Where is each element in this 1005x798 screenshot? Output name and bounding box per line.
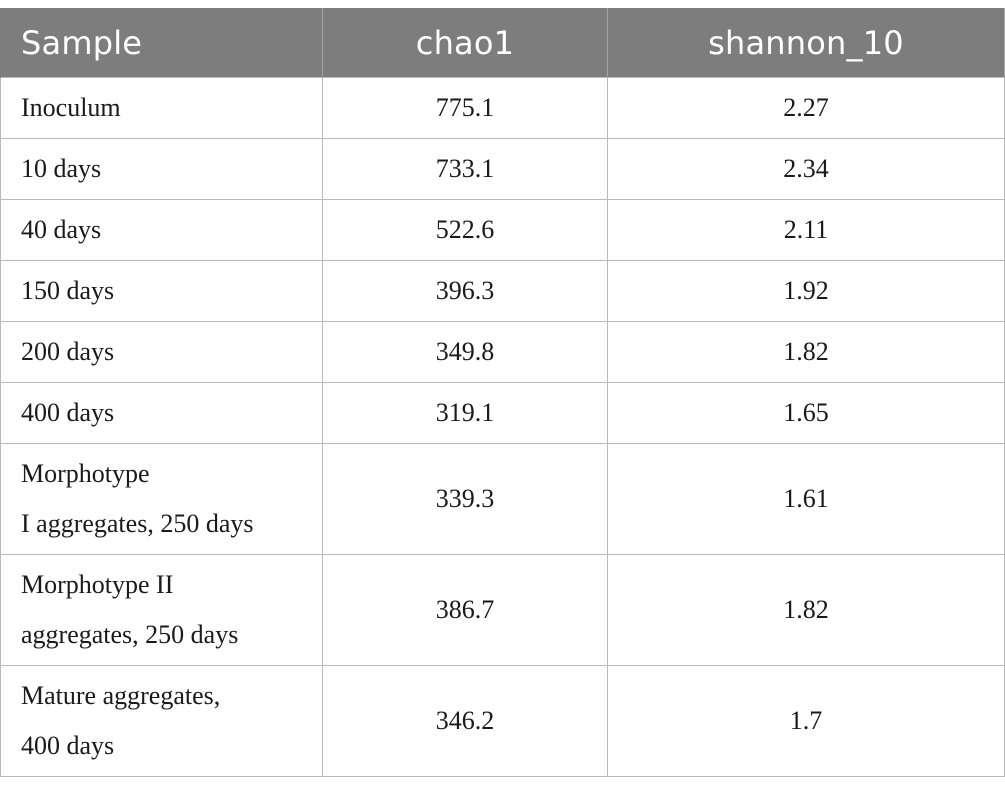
table-row: 40 days 522.6 2.11: [0, 199, 1005, 261]
table-header: Sample chao1 shannon_10: [0, 8, 1005, 78]
cell-sample: 400 days: [0, 382, 323, 444]
cell-shannon: 2.11: [607, 199, 1005, 261]
cell-chao1: 339.3: [322, 443, 608, 555]
sample-label-line: 400 days: [21, 398, 115, 427]
cell-chao1: 396.3: [322, 260, 608, 322]
cell-chao1: 349.8: [322, 321, 608, 383]
cell-sample: Inoculum: [0, 77, 323, 139]
sample-label-line: aggregates, 250 days: [21, 620, 239, 649]
cell-sample: 200 days: [0, 321, 323, 383]
cell-sample: 150 days: [0, 260, 323, 322]
cell-sample: 40 days: [0, 199, 323, 261]
diversity-table: Sample chao1 shannon_10 Inoculum 775.1 2.2…: [0, 8, 1005, 777]
table-row: Mature aggregates, 400 days 346.2 1.7: [0, 665, 1005, 777]
sample-label-line: 40 days: [21, 215, 102, 244]
cell-sample: Mature aggregates, 400 days: [0, 665, 323, 777]
sample-label-line: 150 days: [21, 276, 115, 305]
cell-chao1: 775.1: [322, 77, 608, 139]
table-row: 150 days 396.3 1.92: [0, 260, 1005, 322]
header-chao1: chao1: [322, 8, 608, 78]
cell-chao1: 346.2: [322, 665, 608, 777]
cell-shannon: 2.34: [607, 138, 1005, 200]
sample-label-line: Mature aggregates,: [21, 681, 221, 710]
sample-label-line: Morphotype: [21, 459, 150, 488]
sample-label-line: 400 days: [21, 731, 115, 760]
cell-sample: Morphotype I aggregates, 250 days: [0, 443, 323, 555]
cell-chao1: 386.7: [322, 554, 608, 666]
header-sample: Sample: [0, 8, 323, 78]
cell-shannon: 1.82: [607, 554, 1005, 666]
sample-label-line: Morphotype II: [21, 570, 174, 599]
sample-label-line: I aggregates, 250 days: [21, 509, 254, 538]
cell-sample: 10 days: [0, 138, 323, 200]
sample-label-line: Inoculum: [21, 93, 121, 122]
cell-chao1: 522.6: [322, 199, 608, 261]
header-row: Sample chao1 shannon_10: [0, 8, 1005, 78]
header-shannon: shannon_10: [607, 8, 1005, 78]
table-row: Morphotype I aggregates, 250 days 339.3 1.6…: [0, 443, 1005, 555]
table-row: Morphotype II aggregates, 250 days 386.7 1.…: [0, 554, 1005, 666]
cell-shannon: 1.92: [607, 260, 1005, 322]
cell-sample: Morphotype II aggregates, 250 days: [0, 554, 323, 666]
cell-shannon: 1.82: [607, 321, 1005, 383]
cell-chao1: 733.1: [322, 138, 608, 200]
sample-label-line: 10 days: [21, 154, 102, 183]
table-body: Inoculum 775.1 2.27 10 days 733.1 2.34 40 days…: [0, 77, 1005, 777]
table-row: 400 days 319.1 1.65: [0, 382, 1005, 444]
table-row: 200 days 349.8 1.82: [0, 321, 1005, 383]
cell-shannon: 1.65: [607, 382, 1005, 444]
sample-label-line: 200 days: [21, 337, 115, 366]
cell-shannon: 1.61: [607, 443, 1005, 555]
cell-chao1: 319.1: [322, 382, 608, 444]
table-row: 10 days 733.1 2.34: [0, 138, 1005, 200]
cell-shannon: 1.7: [607, 665, 1005, 777]
table-row: Inoculum 775.1 2.27: [0, 77, 1005, 139]
cell-shannon: 2.27: [607, 77, 1005, 139]
